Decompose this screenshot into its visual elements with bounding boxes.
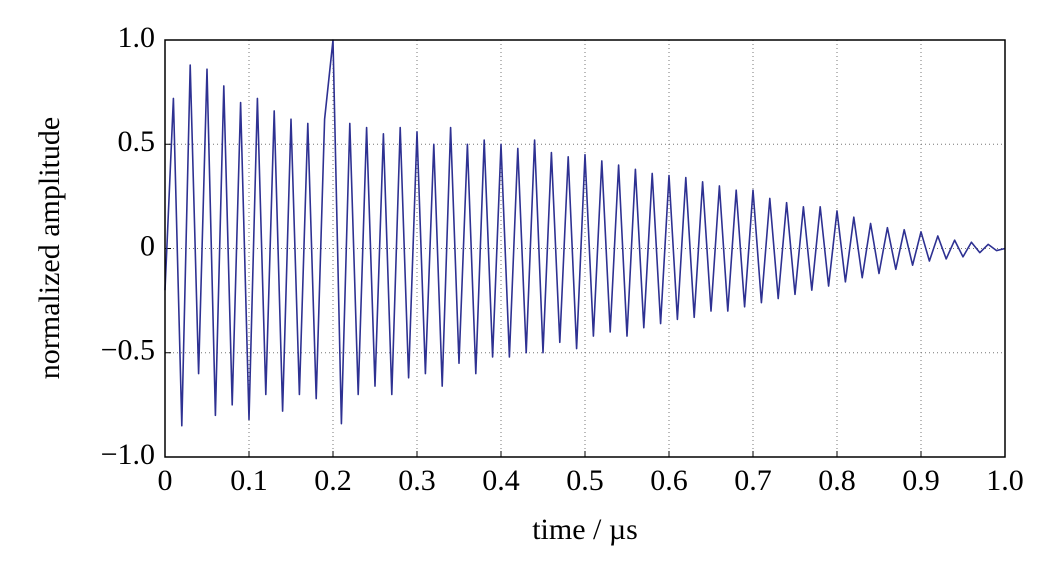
signal-line (164, 39, 1006, 427)
y-axis-label: normalized amplitude (33, 117, 66, 379)
y-tick-label: 0.5 (118, 125, 156, 158)
y-tick-label: 0 (140, 229, 155, 262)
x-tick-label: 0.9 (902, 464, 940, 497)
y-tick-label: −1.0 (101, 438, 155, 471)
x-tick-label: 0.8 (818, 464, 856, 497)
x-tick-label: 0.1 (230, 464, 268, 497)
plot-frame (164, 39, 1006, 458)
x-axis-label: time / µs (532, 513, 638, 546)
x-tick-label: 0.7 (734, 464, 772, 497)
x-tick-label: 0.5 (566, 464, 604, 497)
x-tick-label: 0.4 (482, 464, 520, 497)
x-tick-label: 0.6 (650, 464, 688, 497)
x-tick-label: 0.3 (398, 464, 436, 497)
y-tick-label: −0.5 (101, 334, 155, 367)
x-tick-label: 1.0 (986, 464, 1024, 497)
y-tick-label: 1.0 (118, 21, 156, 54)
x-tick-label: 0.2 (314, 464, 352, 497)
x-tick-label: 0 (158, 464, 173, 497)
